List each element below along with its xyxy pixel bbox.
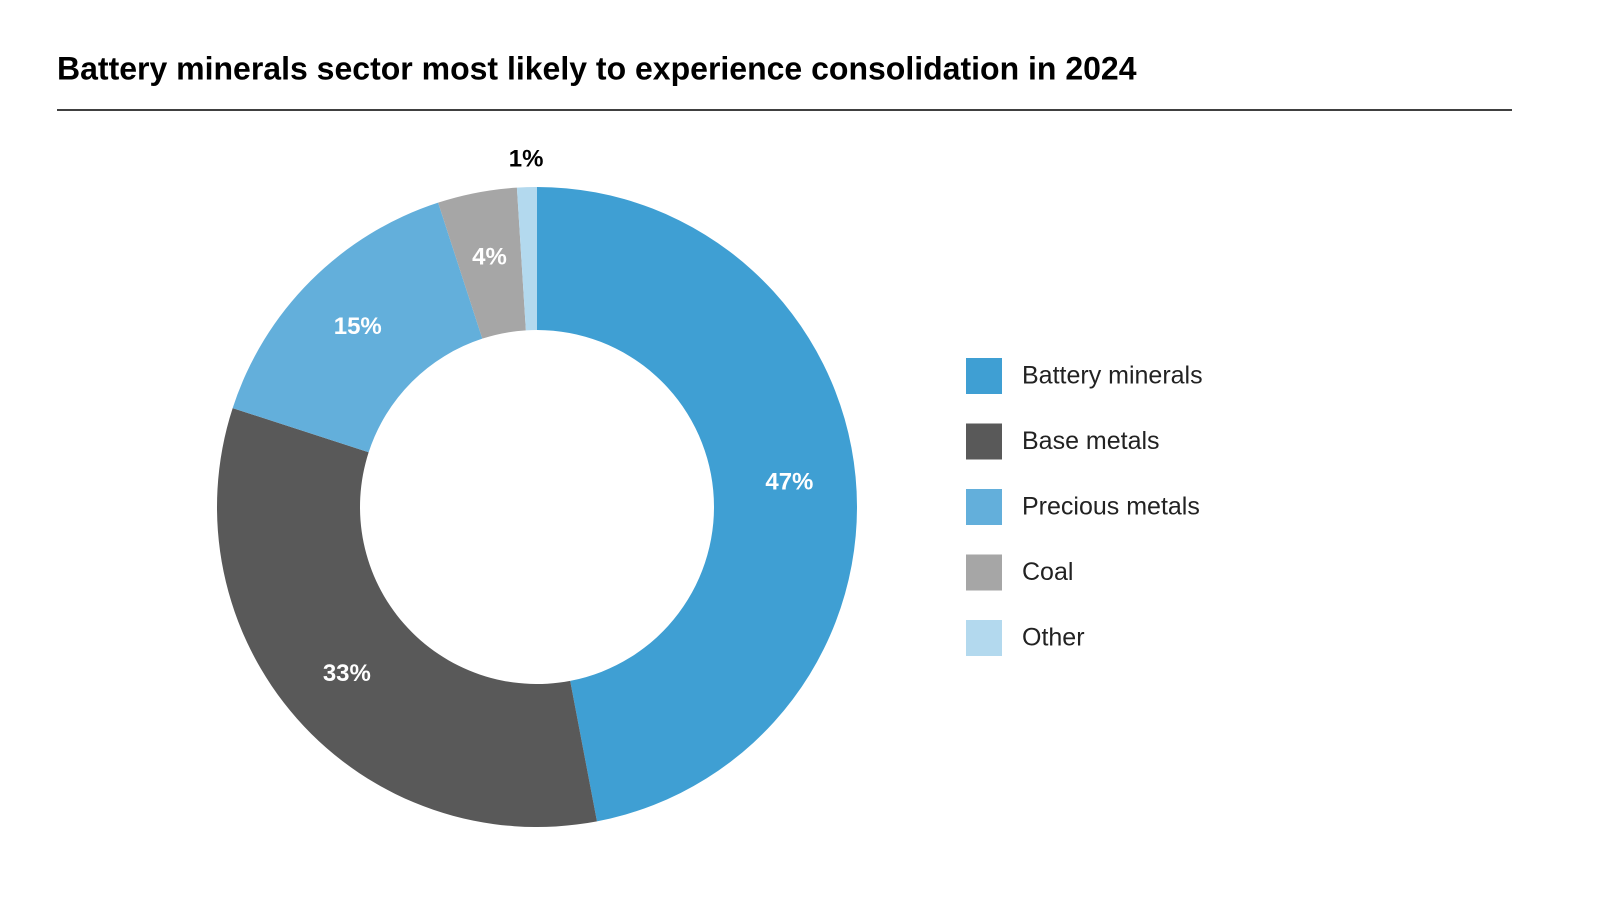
chart-title: Battery minerals sector most likely to e… — [57, 50, 1137, 86]
slice-label: 47% — [765, 468, 813, 495]
legend-text: Battery minerals — [1022, 362, 1203, 390]
slice-label: 1% — [509, 146, 544, 173]
donut-slice — [537, 186, 858, 822]
legend-text: Precious metals — [1022, 493, 1200, 521]
legend-swatch — [966, 358, 1002, 394]
legend-swatch — [966, 554, 1002, 591]
legend-swatch — [966, 423, 1002, 460]
legend-swatch — [966, 620, 1002, 656]
legend-text: Coal — [1022, 558, 1073, 586]
legend-text: Other — [1022, 624, 1085, 652]
legend-text: Base metals — [1022, 427, 1160, 455]
slice-label: 33% — [323, 660, 371, 687]
slice-label: 15% — [334, 313, 382, 340]
legend-swatch — [966, 489, 1002, 525]
donut-slice — [232, 202, 483, 453]
donut-slice — [438, 187, 526, 339]
slice-label: 4% — [472, 243, 507, 270]
donut-slice — [216, 408, 597, 827]
donut-slice — [516, 187, 537, 331]
